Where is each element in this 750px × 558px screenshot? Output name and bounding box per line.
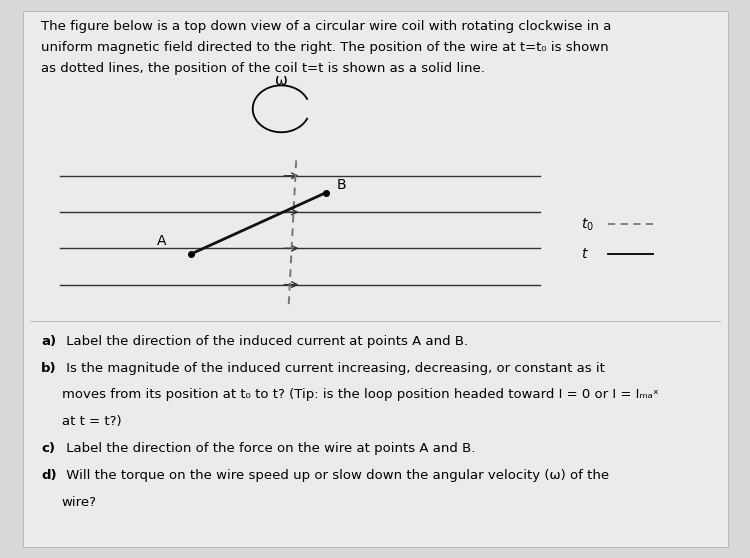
- Text: as dotted lines, the position of the coil t=t is shown as a solid line.: as dotted lines, the position of the coi…: [41, 62, 485, 75]
- Text: at t = t?): at t = t?): [62, 415, 122, 428]
- Text: b): b): [41, 362, 57, 374]
- Text: c): c): [41, 442, 56, 455]
- Text: uniform magnetic field directed to the right. The position of the wire at t=t₀ i: uniform magnetic field directed to the r…: [41, 41, 609, 54]
- Text: $t$: $t$: [581, 247, 590, 261]
- Text: d): d): [41, 469, 57, 482]
- Text: wire?: wire?: [62, 496, 97, 508]
- Text: Label the direction of the induced current at points A and B.: Label the direction of the induced curre…: [62, 335, 468, 348]
- Text: The figure below is a top down view of a circular wire coil with rotating clockw: The figure below is a top down view of a…: [41, 20, 612, 32]
- Text: ω: ω: [274, 74, 288, 88]
- Text: B: B: [337, 178, 346, 193]
- Text: a): a): [41, 335, 56, 348]
- Text: moves from its position at t₀ to t? (Tip: is the loop position headed toward I =: moves from its position at t₀ to t? (Tip…: [62, 388, 658, 401]
- FancyBboxPatch shape: [22, 11, 728, 547]
- Text: $t_0$: $t_0$: [581, 216, 594, 233]
- Text: Is the magnitude of the induced current increasing, decreasing, or constant as i: Is the magnitude of the induced current …: [62, 362, 605, 374]
- Text: A: A: [157, 234, 166, 248]
- Text: Will the torque on the wire speed up or slow down the angular velocity (ω) of th: Will the torque on the wire speed up or …: [62, 469, 609, 482]
- Text: Label the direction of the force on the wire at points A and B.: Label the direction of the force on the …: [62, 442, 475, 455]
